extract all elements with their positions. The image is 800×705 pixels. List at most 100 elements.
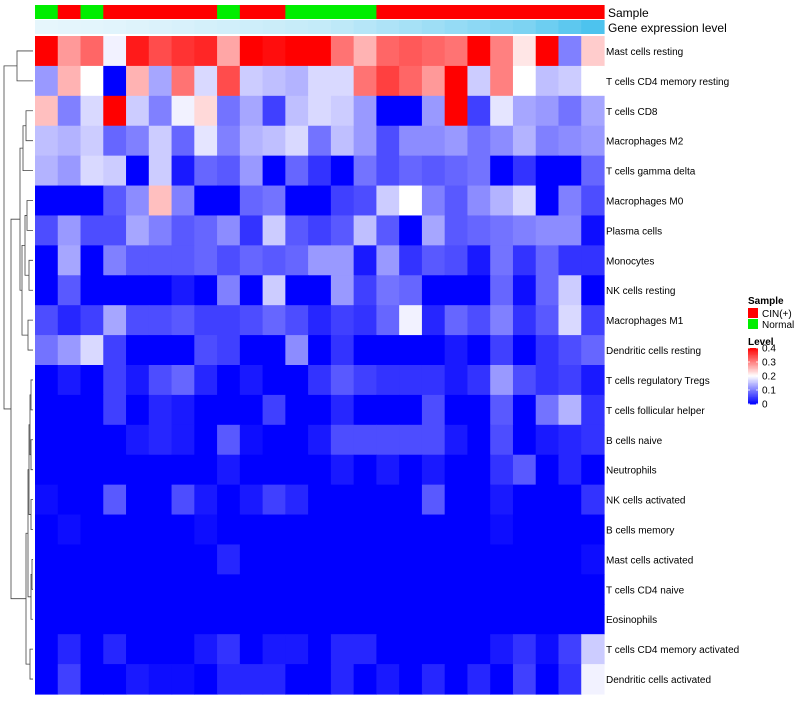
heatmap-cell [194,245,218,276]
heatmap-cell [126,634,150,665]
heatmap-cell [330,365,355,396]
heatmap-cell [262,245,286,276]
heatmap-cell [217,544,241,575]
heatmap-cell [512,484,537,516]
heatmap-cell [103,65,127,97]
heatmap-cell [444,125,469,157]
heatmap-cell [581,185,605,217]
colorbar-segment [748,359,758,362]
sample-annotation-cell [285,5,309,19]
heatmap-cell [376,394,400,426]
heatmap-cell [103,305,127,336]
heatmap-cell [353,365,377,396]
heatmap-cell [126,514,150,546]
sample-annotation-cell [80,5,104,19]
heatmap-cell [353,424,377,456]
heatmap-cell [262,95,286,127]
heatmap-cell [353,484,377,516]
heatmap-cell [148,155,173,187]
heatmap-cell [80,634,104,665]
expression-annotation-cell [126,20,150,34]
colorbar-segment [748,363,758,366]
heatmap-cell [353,574,377,605]
heatmap-cell [558,574,582,605]
heatmap-cell [330,335,355,366]
heatmap-cell [239,664,264,695]
sample-annotation-bar [35,5,605,19]
heatmap-cell [353,604,377,635]
sample-annotation-cell [535,5,560,19]
dendrogram-branch [16,50,33,82]
heatmap-cell [57,185,82,217]
heatmap-cell [353,215,377,246]
colorbar-segment [748,364,758,367]
heatmap-cell [353,305,377,336]
heatmap-cell [103,95,127,127]
heatmap-cell [217,574,241,605]
sample-annotation-cell [217,5,241,19]
sample-annotation-cell [444,5,469,19]
heatmap-cell [35,335,59,366]
heatmap-cell [171,574,195,605]
heatmap-cell [330,454,355,486]
heatmap-cell [239,514,264,546]
heatmap-cell [57,95,82,127]
heatmap-cell [126,95,150,127]
heatmap-cell [376,36,400,67]
heatmap-cell [467,65,491,97]
heatmap-cell [512,125,537,157]
heatmap-cell [535,484,560,516]
heatmap-cell [194,454,218,486]
heatmap-cell [217,245,241,276]
heatmap-cell [376,335,400,366]
heatmap-cell [285,664,309,695]
heatmap-cell [35,365,59,396]
heatmap-cell [353,514,377,546]
heatmap-cell [330,484,355,516]
colorbar-segment [748,398,758,401]
heatmap-cell [148,514,173,546]
heatmap-cell [35,454,59,486]
heatmap-cell [171,634,195,665]
heatmap-cell [467,185,491,217]
heatmap-cell [308,484,332,516]
heatmap-cell [353,275,377,306]
heatmap-cell [262,365,286,396]
heatmap-cell [535,664,560,695]
row-label: Eosinophils [606,615,657,626]
heatmap-cell [581,65,605,97]
heatmap-cell [285,574,309,605]
heatmap-cell [353,36,377,67]
heatmap-cell [512,604,537,635]
heatmap-cell [330,424,355,456]
heatmap-cell [171,155,195,187]
sample-annotation-cell [239,5,264,19]
row-label: NK cells activated [606,496,685,507]
heatmap-cell [558,394,582,426]
sample-annotation-cell [490,5,514,19]
heatmap-cell [421,155,446,187]
heatmap-cell [581,36,605,67]
heatmap-cell [512,275,537,306]
heatmap-cell [490,604,514,635]
heatmap-cell [376,245,400,276]
heatmap-cell [444,65,469,97]
heatmap-cell [581,335,605,366]
heatmap-cell [399,394,423,426]
heatmap-cell [57,604,82,635]
heatmap-cell [376,155,400,187]
heatmap-cell [376,574,400,605]
heatmap-cell [285,454,309,486]
heatmap-cell [512,155,537,187]
expression-annotation-bar [35,20,605,34]
heatmap-cell [80,215,104,246]
heatmap-cell [490,454,514,486]
heatmap-cell [262,335,286,366]
heatmap-cell [558,514,582,546]
heatmap-cell [35,275,59,306]
heatmap-cell [148,424,173,456]
heatmap-cell [35,424,59,456]
expression-annotation-cell [171,20,195,34]
heatmap-cell [80,454,104,486]
expression-annotation-cell [376,20,400,34]
